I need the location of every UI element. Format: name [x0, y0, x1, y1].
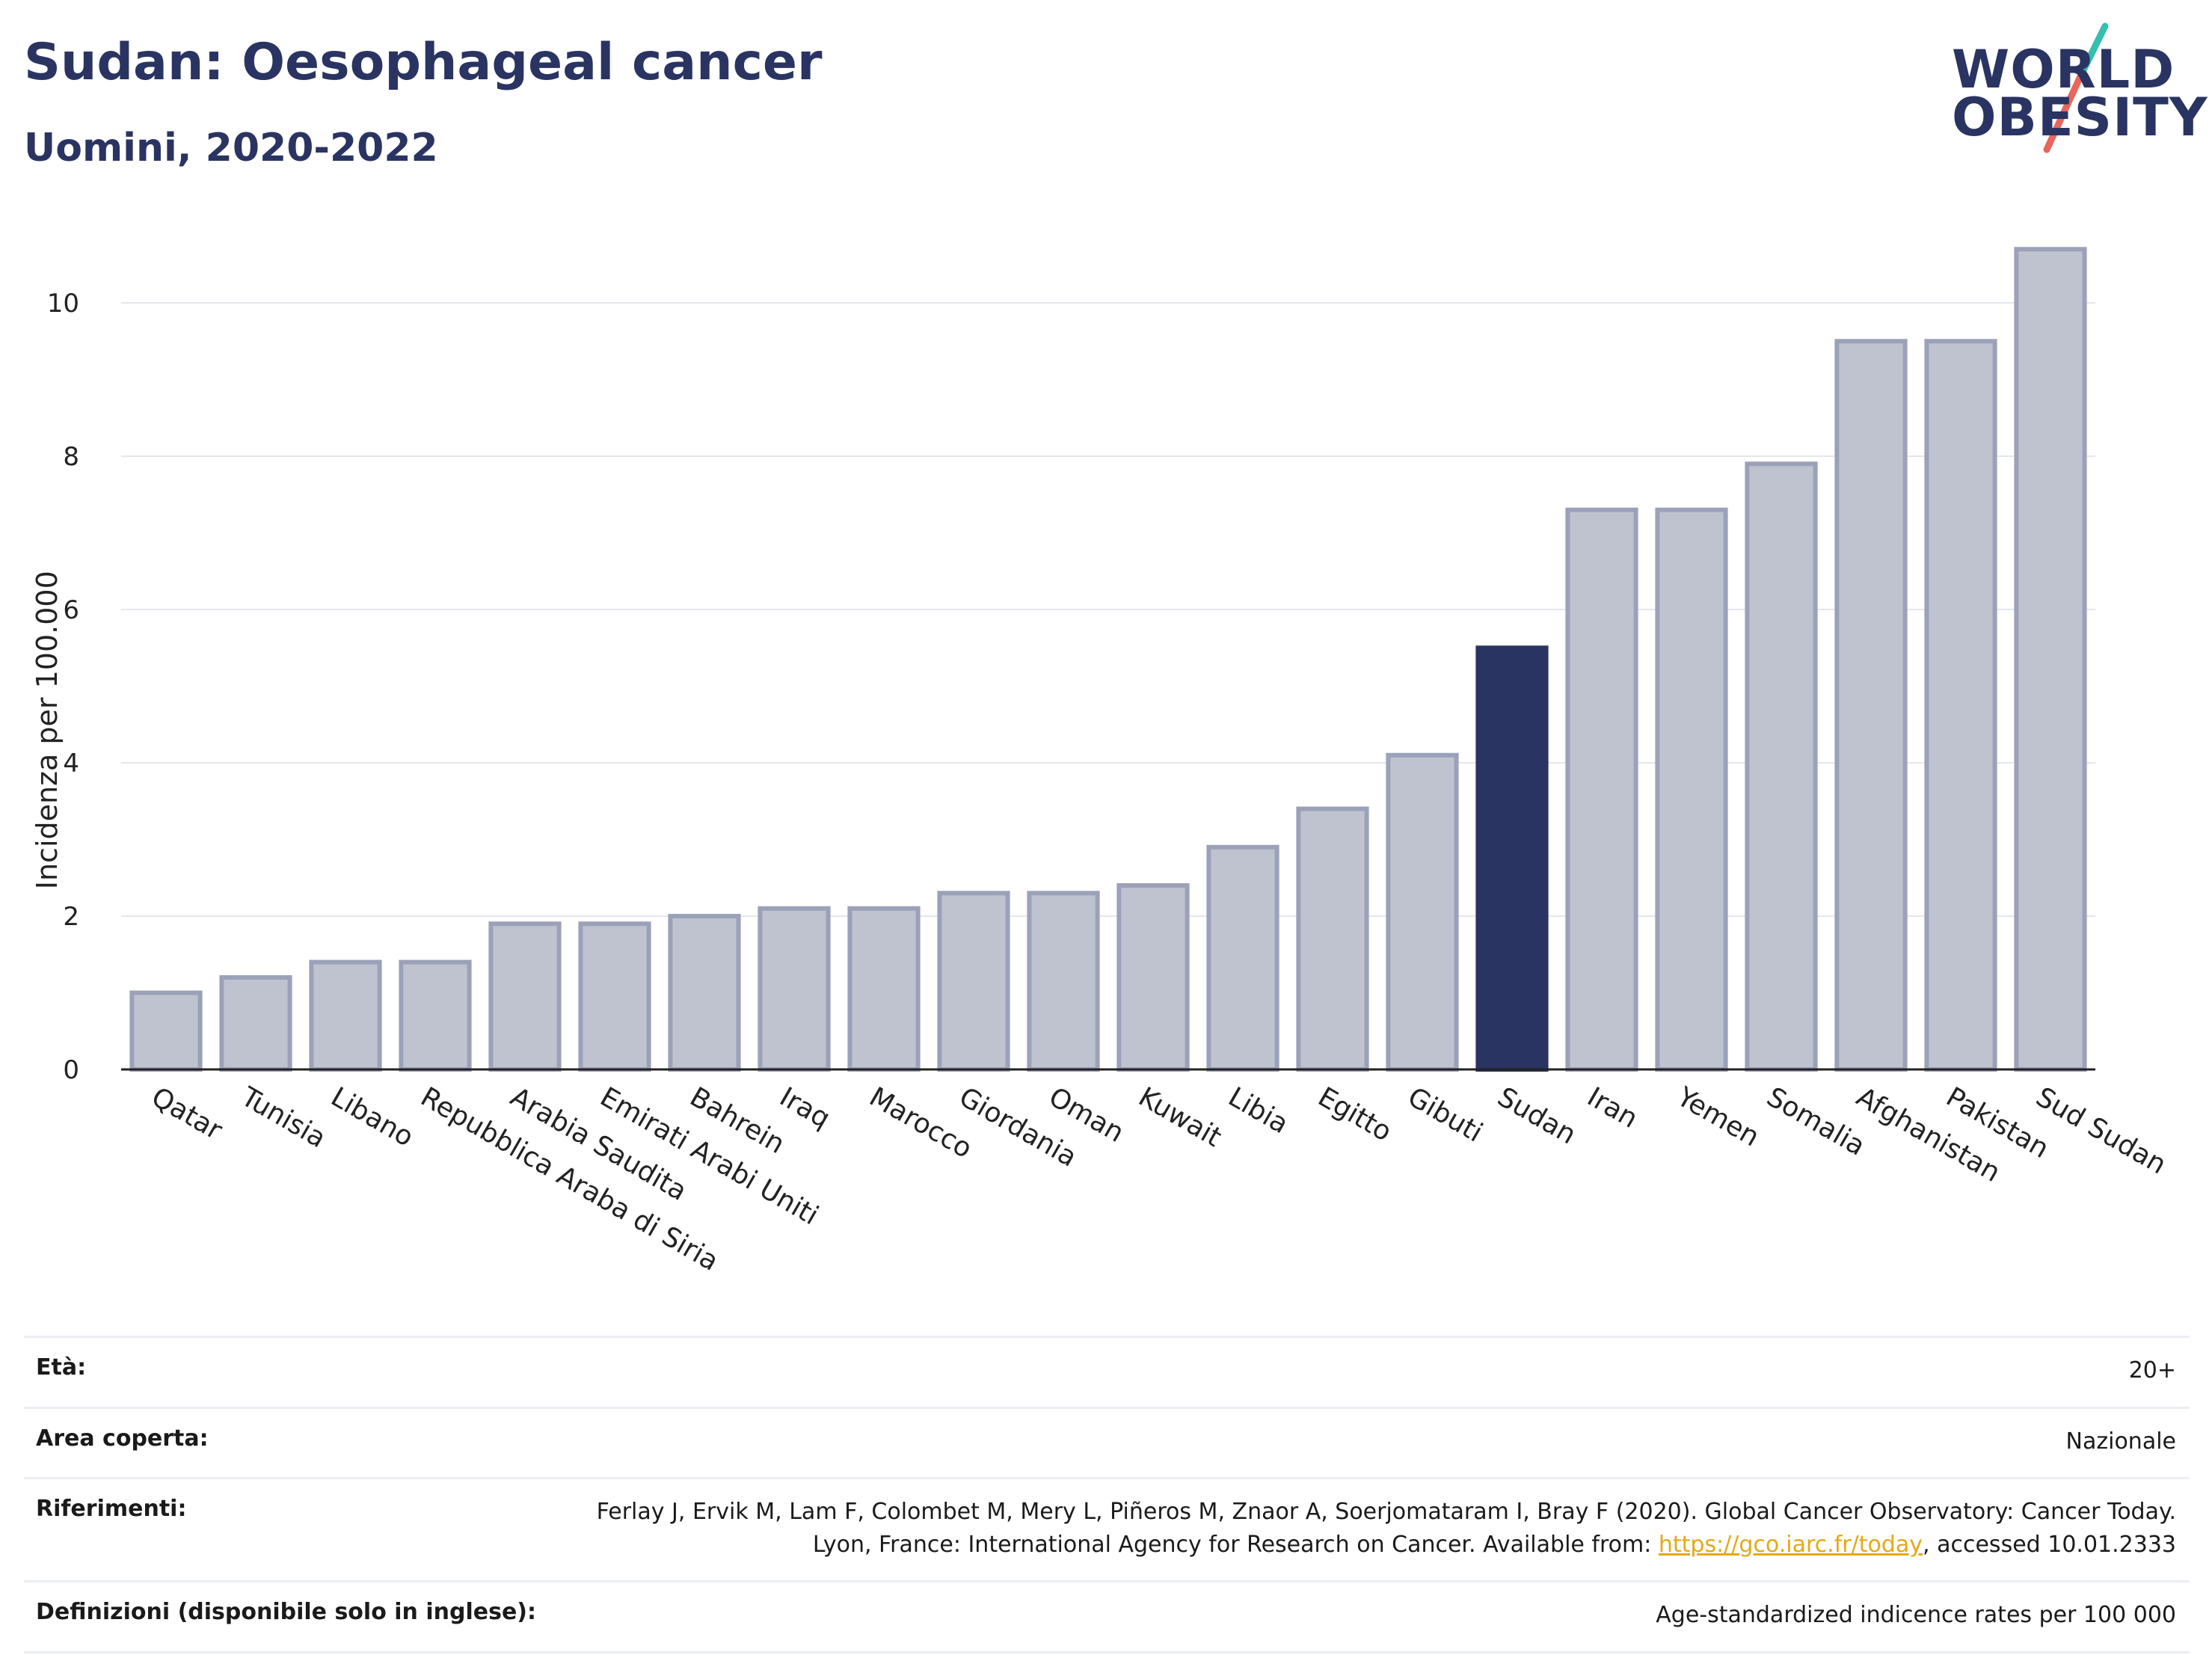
bars [129, 247, 2087, 1072]
bar [1834, 339, 1908, 1072]
meta-value-area: Nazionale [2065, 1428, 2176, 1455]
meta-row-references: Riferimenti: Ferlay J, Ervik M, Lam F, C… [24, 1477, 2190, 1580]
reference-link[interactable]: https://gco.iarc.fr/today [1658, 1531, 1923, 1558]
x-tick-label: Kuwait [1134, 1081, 1227, 1153]
x-tick-label: Yemen [1671, 1081, 1765, 1153]
y-tick-label: 8 [63, 442, 79, 472]
reference-text: Ferlay J, Ervik M, Lam F, Colombet M, Me… [596, 1499, 2176, 1558]
meta-value-age: 20+ [2128, 1357, 2176, 1384]
y-axis-ticks: 0 2 4 6 8 10 [47, 289, 79, 1085]
world-obesity-logo: WORLD OBESITY [1952, 22, 2208, 157]
bar [1745, 461, 1818, 1072]
y-tick-label: 4 [63, 749, 79, 779]
bar [1565, 507, 1638, 1072]
logo-slash-teal [2077, 22, 2109, 79]
x-tick-label: Gibuti [1403, 1081, 1488, 1148]
metadata-table: Età: 20+ Area coperta: Nazionale Riferim… [24, 1336, 2190, 1654]
bar [1206, 844, 1279, 1072]
y-tick-label: 0 [63, 1055, 79, 1085]
bar [129, 990, 203, 1072]
y-tick-label: 6 [63, 595, 79, 625]
x-tick-label: Tunisia [236, 1081, 331, 1154]
bar [668, 914, 741, 1072]
x-tick-label: Libano [326, 1081, 419, 1152]
x-tick-label: Sud Sudan [2031, 1081, 2172, 1180]
logo-text-world: WORLD [1952, 39, 2175, 100]
bar-highlight [1475, 645, 1549, 1072]
bar [1116, 883, 1190, 1072]
bar [1386, 752, 1459, 1072]
bar [2014, 247, 2087, 1072]
meta-label-area: Area coperta: [36, 1425, 209, 1452]
meta-row-definitions: Definizioni (disponibile solo in inglese… [24, 1580, 2190, 1654]
y-tick-label: 2 [63, 902, 79, 932]
meta-value-definitions: Age-standardized indicence rates per 100… [1656, 1602, 2176, 1628]
logo-text-obesity: OBESITY [1952, 87, 2208, 148]
meta-row-area: Area coperta: Nazionale [24, 1406, 2190, 1478]
y-tick-label: 10 [47, 289, 79, 319]
bar [1296, 806, 1369, 1072]
bar [399, 959, 472, 1072]
x-tick-label: Libia [1223, 1081, 1294, 1140]
x-tick-label: Marocco [864, 1081, 977, 1164]
meta-label-references: Riferimenti: [36, 1496, 187, 1522]
reference-accessed: , accessed 10.01.2333 [1923, 1531, 2176, 1558]
chart-title: Sudan: Oesophageal cancer [24, 33, 823, 92]
bar [1924, 339, 1997, 1072]
bar [1027, 891, 1100, 1072]
x-tick-label: Somalia [1762, 1081, 1870, 1162]
logo-slash-icon [2043, 22, 2109, 153]
bar [578, 921, 651, 1072]
y-axis-label: Incidenza per 100.000 [31, 571, 64, 889]
bar [847, 906, 921, 1072]
meta-label-definitions: Definizioni (disponibile solo in inglese… [36, 1599, 536, 1625]
x-tick-label: Sudan [1493, 1081, 1582, 1150]
meta-row-age: Età: 20+ [24, 1336, 2190, 1407]
x-tick-label: Iran [1582, 1081, 1643, 1134]
bar [309, 959, 382, 1072]
meta-value-references: Ferlay J, Ervik M, Lam F, Colombet M, Me… [568, 1496, 2176, 1561]
bar [758, 906, 831, 1072]
bar [488, 921, 562, 1072]
bar [937, 891, 1010, 1072]
bar [219, 975, 292, 1072]
chart-subtitle: Uomini, 2020-2022 [24, 126, 438, 171]
meta-label-age: Età: [36, 1354, 87, 1381]
x-tick-label: Iraq [775, 1081, 835, 1134]
x-tick-label: Qatar [147, 1081, 227, 1146]
x-tick-label: Egitto [1313, 1081, 1397, 1147]
bar [1655, 507, 1728, 1072]
logo-slash-coral [2043, 71, 2085, 153]
